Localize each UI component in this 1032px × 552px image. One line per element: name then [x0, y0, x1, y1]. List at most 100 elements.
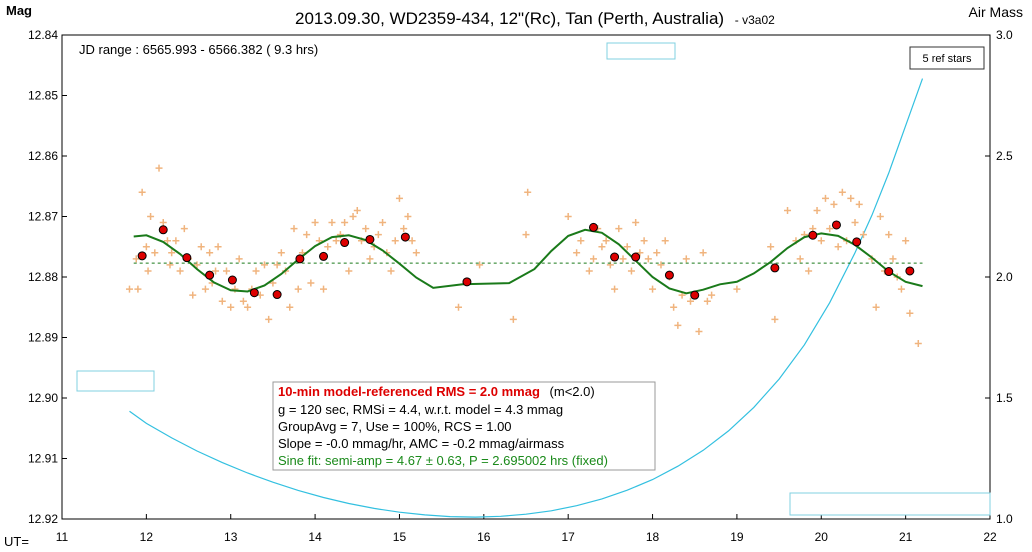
raw-data-point [163, 237, 171, 245]
group-average-point [905, 266, 915, 276]
raw-data-point [476, 261, 484, 269]
stats-line-1: g = 120 sec, RMSi = 4.4, w.r.t. model = … [278, 402, 563, 417]
raw-data-point [201, 285, 209, 293]
group-average-point [884, 267, 894, 277]
x-tick-label: 19 [730, 530, 744, 544]
raw-data-point [906, 309, 914, 317]
raw-data-point [332, 237, 340, 245]
raw-data-point [206, 249, 214, 257]
raw-data-point [166, 261, 174, 269]
group-average-point [610, 252, 620, 262]
raw-data-point [132, 255, 140, 263]
y2-axis-label: Air Mass [969, 4, 1023, 20]
model-fit-line [133, 228, 923, 295]
raw-data-point [252, 267, 260, 275]
raw-data-point [598, 243, 606, 251]
raw-data-point [796, 255, 804, 263]
x-tick-label: 14 [308, 530, 322, 544]
raw-data-point [374, 231, 382, 239]
raw-data-point [412, 249, 420, 257]
raw-data-point [585, 267, 593, 275]
raw-data-point [733, 285, 741, 293]
raw-data-point [387, 267, 395, 275]
raw-data-point [151, 249, 159, 257]
x-tick-label: 22 [983, 530, 997, 544]
raw-data-point [699, 249, 707, 257]
jd-range-label: JD range : 6565.993 - 6566.382 ( 9.3 hrs… [79, 42, 318, 57]
raw-data-point [176, 267, 184, 275]
group-average-point [295, 254, 305, 264]
group-average-point [227, 275, 237, 285]
raw-data-point [404, 213, 412, 220]
raw-data-point [682, 255, 690, 263]
empty-box-bottom-right [789, 492, 991, 516]
raw-data-point [695, 327, 703, 335]
x-tick-label: 11 [56, 530, 69, 544]
raw-data-point [391, 237, 399, 245]
raw-data-point [649, 285, 657, 293]
raw-data-point [353, 206, 361, 214]
raw-data-point [522, 231, 530, 239]
raw-data-point [564, 213, 572, 220]
raw-data-point [657, 261, 665, 269]
raw-data-point [286, 303, 294, 311]
group-average-point [808, 230, 818, 240]
y-tick-label: 12.86 [28, 149, 58, 163]
raw-data-point [189, 291, 197, 299]
y-tick-label: 12.88 [28, 270, 58, 284]
y-tick-label: 12.85 [28, 89, 58, 103]
raw-data-point [847, 194, 855, 202]
chart-title: 2013.09.30, WD2359-434, 12"(Rc), Tan (Pe… [295, 9, 775, 28]
raw-data-point [341, 219, 349, 227]
raw-data-point [784, 206, 792, 214]
group-average-point [690, 290, 700, 300]
raw-data-point [260, 261, 268, 269]
raw-data-point [902, 237, 910, 245]
raw-data-point [155, 164, 163, 172]
raw-data-point [320, 285, 328, 293]
raw-data-point [602, 237, 610, 245]
raw-data-point [509, 315, 517, 323]
airmass-curve [129, 78, 924, 518]
y-axis-label: Mag [6, 3, 32, 18]
ref-stars-box [909, 46, 985, 70]
raw-data-point [294, 285, 302, 293]
raw-data-point [623, 243, 631, 251]
raw-data-point [328, 219, 336, 227]
raw-data-point [589, 255, 597, 263]
raw-data-point [636, 249, 644, 257]
raw-data-point [235, 255, 243, 263]
raw-data-point [859, 231, 867, 239]
group-average-point [182, 253, 192, 263]
raw-data-point [273, 261, 281, 269]
raw-data-point [889, 255, 897, 263]
stats-sine-fit: Sine fit: semi-amp = 4.67 ± 0.63, P = 2.… [278, 453, 608, 468]
raw-data-point [408, 237, 416, 245]
raw-data-point [615, 225, 623, 233]
group-average-point [831, 220, 841, 230]
raw-data-point [277, 249, 285, 257]
raw-data-point [349, 213, 357, 220]
raw-data-point [653, 249, 661, 257]
raw-data-point [577, 237, 585, 245]
raw-data-point [632, 219, 640, 227]
ref-stars-label: 5 ref stars [923, 53, 972, 65]
raw-data-point [265, 315, 273, 323]
raw-data-point [400, 225, 408, 233]
group-average-point [462, 277, 472, 287]
raw-data-point [290, 225, 298, 233]
raw-data-point [708, 291, 716, 299]
raw-data-point [142, 243, 150, 251]
y2-tick-label: 2.5 [996, 149, 1013, 163]
raw-data-point [239, 297, 247, 305]
raw-data-point [661, 237, 669, 245]
raw-data-point [872, 303, 880, 311]
raw-data-point [611, 285, 619, 293]
raw-data-point [644, 255, 652, 263]
group-average-point [400, 232, 410, 242]
stats-line-2: GroupAvg = 7, Use = 100%, RCS = 1.00 [278, 419, 512, 434]
y-tick-label: 12.84 [28, 28, 58, 42]
group-average-point [588, 222, 598, 232]
y2-tick-label: 2.0 [996, 270, 1013, 284]
